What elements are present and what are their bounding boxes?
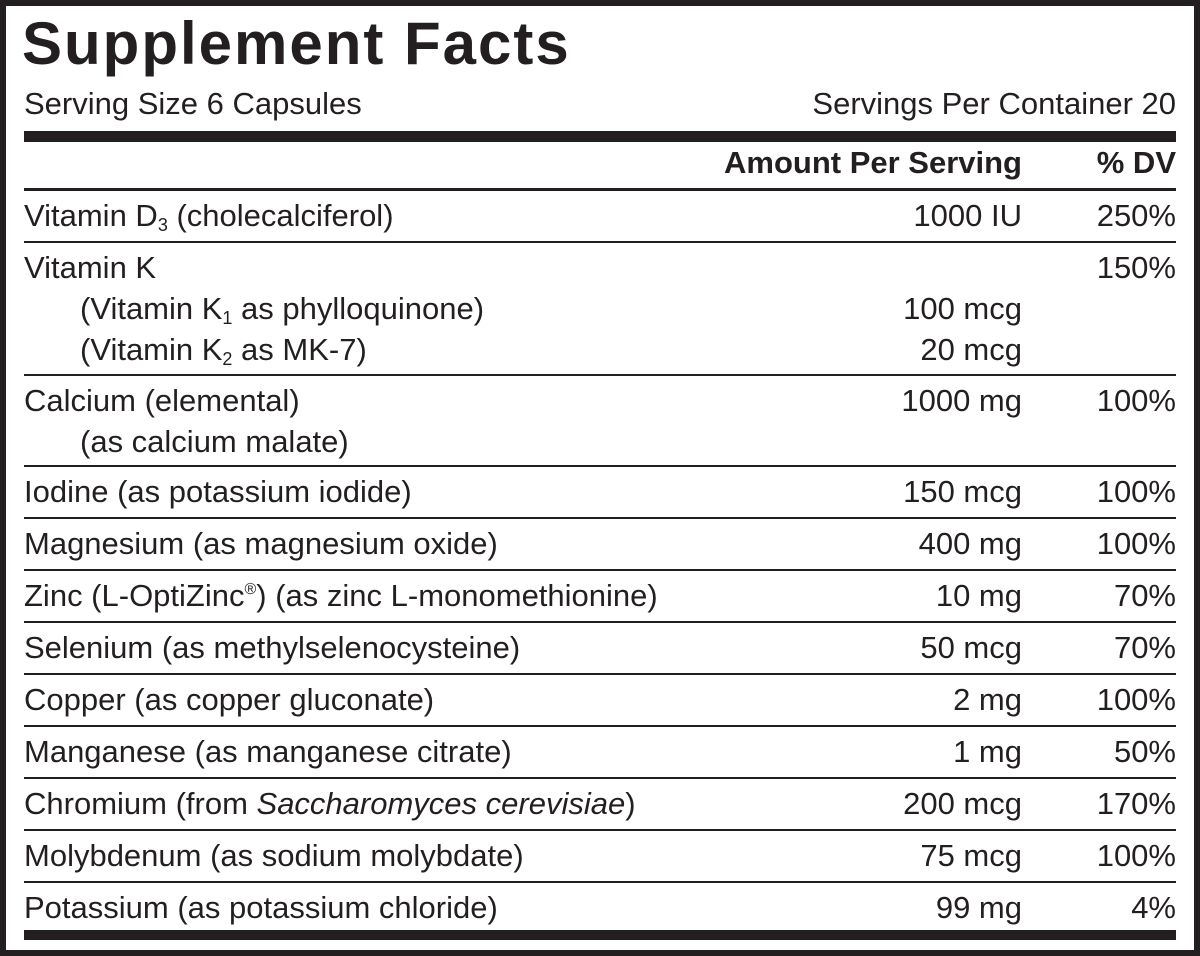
nutrient-dv: 250% bbox=[1096, 198, 1176, 233]
nutrient-row: Manganese (as manganese citrate) 1 mg 50% bbox=[24, 727, 1176, 779]
label-title: Supplement Facts bbox=[22, 10, 571, 77]
nutrient-row: Potassium (as potassium chloride) 99 mg 4% bbox=[24, 883, 1176, 931]
nutrient-row: Zinc (L-OptiZinc®) (as zinc L-monomethio… bbox=[24, 571, 1176, 623]
nutrient-amount: 1 mg bbox=[953, 734, 1022, 769]
nutrient-amount: 150 mcg bbox=[903, 474, 1022, 509]
nutrient-row: Vitamin K 150% (Vitamin K1 as phylloquino… bbox=[24, 243, 1176, 376]
nutrient-row: Selenium (as methylselenocysteine) 50 mcg… bbox=[24, 623, 1176, 675]
nutrient-name: Vitamin K bbox=[24, 250, 157, 285]
nutrient-name: Copper (as copper gluconate) bbox=[24, 682, 435, 717]
nutrient-table: Vitamin D3 (cholecalciferol) 1000 IU 250% … bbox=[24, 188, 1176, 931]
nutrient-name: Zinc (L-OptiZinc®) (as zinc L-monomethio… bbox=[24, 578, 658, 613]
nutrient-name: Molybdenum (as sodium molybdate) bbox=[24, 838, 524, 873]
nutrient-name: Manganese (as manganese citrate) bbox=[24, 734, 512, 769]
nutrient-amount: 200 mcg bbox=[903, 786, 1022, 821]
dv-header: % DV bbox=[1096, 145, 1176, 180]
bottom-thick-divider bbox=[24, 930, 1176, 940]
nutrient-dv: 100% bbox=[1096, 474, 1176, 509]
nutrient-amount: 20 mcg bbox=[920, 332, 1022, 367]
nutrient-row: Chromium (from Saccharomyces cerevisiae)… bbox=[24, 779, 1176, 831]
nutrient-amount: 50 mcg bbox=[920, 630, 1022, 665]
nutrient-dv: 4% bbox=[1131, 890, 1176, 925]
nutrient-amount: 75 mcg bbox=[920, 838, 1022, 873]
amount-header: Amount Per Serving bbox=[724, 145, 1022, 180]
nutrient-dv: 50% bbox=[1113, 734, 1176, 769]
nutrient-name: Vitamin D3 (cholecalciferol) bbox=[24, 198, 394, 235]
nutrient-dv: 70% bbox=[1113, 578, 1176, 613]
nutrient-amount: 1000 mg bbox=[901, 383, 1022, 418]
nutrient-row: Magnesium (as magnesium oxide) 400 mg 100% bbox=[24, 519, 1176, 571]
thick-divider bbox=[24, 131, 1176, 142]
nutrient-row: Copper (as copper gluconate) 2 mg 100% bbox=[24, 675, 1176, 727]
nutrient-dv: 100% bbox=[1096, 383, 1176, 418]
nutrient-subname: (Vitamin K2 as MK-7) bbox=[80, 332, 367, 369]
nutrient-subname: (Vitamin K1 as phylloquinone) bbox=[80, 291, 485, 328]
nutrient-name: Selenium (as methylselenocysteine) bbox=[24, 630, 521, 665]
column-header: Amount Per Serving % DV bbox=[24, 142, 1176, 186]
nutrient-amount: 1000 IU bbox=[913, 198, 1022, 233]
serving-size: Serving Size 6 Capsules bbox=[24, 86, 362, 121]
nutrient-row: Molybdenum (as sodium molybdate) 75 mcg 10… bbox=[24, 831, 1176, 883]
nutrient-name: Chromium (from Saccharomyces cerevisiae) bbox=[24, 786, 636, 821]
nutrient-row: Vitamin D3 (cholecalciferol) 1000 IU 250% bbox=[24, 191, 1176, 243]
nutrient-name: Calcium (elemental) bbox=[24, 383, 300, 418]
nutrient-name: Potassium (as potassium chloride) bbox=[24, 890, 498, 925]
nutrient-dv: 170% bbox=[1096, 786, 1176, 821]
nutrient-amount: 99 mg bbox=[935, 890, 1022, 925]
nutrient-amount: 10 mg bbox=[935, 578, 1022, 613]
nutrient-name: Magnesium (as magnesium oxide) bbox=[24, 526, 498, 561]
servings-per-container: Servings Per Container 20 bbox=[812, 86, 1176, 121]
nutrient-name: Iodine (as potassium iodide) bbox=[24, 474, 412, 509]
nutrient-dv: 100% bbox=[1096, 838, 1176, 873]
nutrient-dv: 70% bbox=[1113, 630, 1176, 665]
nutrient-dv: 100% bbox=[1096, 526, 1176, 561]
nutrient-subname: (as calcium malate) bbox=[80, 424, 349, 459]
nutrient-amount: 100 mcg bbox=[903, 291, 1022, 326]
nutrient-amount: 2 mg bbox=[953, 682, 1022, 717]
nutrient-amount: 400 mg bbox=[918, 526, 1022, 561]
nutrient-dv: 100% bbox=[1096, 682, 1176, 717]
nutrient-dv: 150% bbox=[1096, 250, 1176, 285]
nutrient-row: Iodine (as potassium iodide) 150 mcg 100% bbox=[24, 467, 1176, 519]
nutrient-row: Calcium (elemental) 1000 mg 100% (as calci… bbox=[24, 376, 1176, 467]
